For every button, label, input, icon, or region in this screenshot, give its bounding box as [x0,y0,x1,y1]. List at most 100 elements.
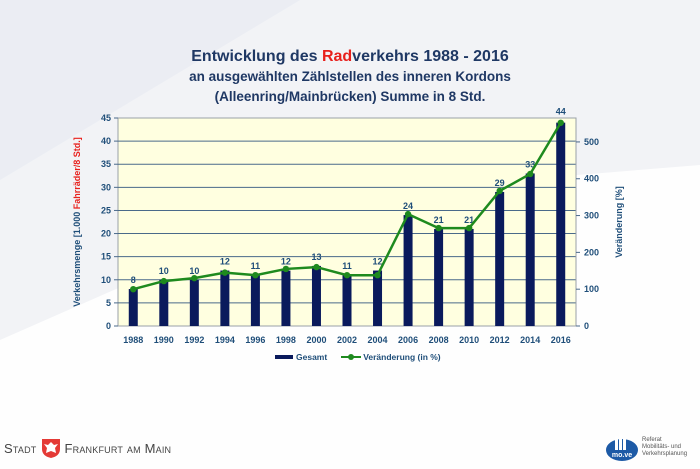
bar [128,289,138,326]
x-tick-label: 2012 [490,335,510,345]
y-left-tick-label: 10 [101,275,111,285]
y-left-tick-label: 0 [106,321,111,331]
change-point [435,224,442,232]
data-label: 44 [556,107,566,117]
change-point [465,224,473,232]
legend-bar-label: Gesamt [296,352,328,362]
bar [342,275,352,326]
data-label: 8 [131,275,136,285]
data-label: 10 [159,266,169,276]
data-label: 11 [342,261,352,271]
y-left-tick-label: 5 [106,298,111,308]
x-tick-label: 1988 [123,335,143,345]
data-label: 29 [495,178,505,188]
change-point [130,285,137,293]
bar [311,265,321,326]
y-right-tick-label: 0 [584,321,589,331]
title-line-3: (Alleenring/Mainbrücken) Summe in 8 Std. [214,89,486,104]
x-tick-label: 1996 [245,335,265,345]
y-left-tick-label: 15 [101,252,111,262]
change-point [343,271,351,279]
change-point [282,265,290,273]
move-caption-line: Verkehrsplanung [642,450,688,457]
change-point [557,119,564,126]
change-point [221,269,229,276]
data-label: 12 [220,257,230,267]
x-tick-label: 2008 [429,335,449,345]
move-caption-line: Referat [642,436,662,443]
legend-line-label: Veränderung (in %) [363,352,441,362]
legend-line-swatch [341,354,362,360]
title-line-1: Entwicklung des Radverkehrs 1988 - 2016 [0,47,700,67]
data-label: 13 [311,252,321,262]
bar [556,122,566,326]
change-point [313,263,320,271]
frankfurt-logo: Stadt Frankfurt am Main [4,436,171,460]
x-tick-label: 1994 [215,335,235,345]
data-label: 12 [373,257,383,267]
bar [281,270,291,326]
y-right-axis-title: Veränderung [%] [614,186,624,258]
data-label: 21 [434,215,444,225]
move-logo-icon: mo.ve [606,434,638,461]
x-tick-label: 2014 [520,335,540,345]
x-tick-label: 2002 [337,335,357,345]
footer-stadt: Stadt [4,440,37,456]
bar [250,275,260,326]
y-left-title-highlight: Fahrräder/8 Std.] [72,137,82,209]
y-left-tick-label: 45 [101,113,111,123]
x-tick-label: 2000 [306,335,326,345]
x-tick-label: 2010 [459,335,479,345]
bar [495,191,505,326]
bar [403,215,413,326]
change-point [191,274,198,282]
y-left-tick-label: 20 [101,229,111,239]
data-label: 11 [251,261,261,271]
data-label: 21 [464,215,474,225]
x-tick-label: 1990 [154,335,174,345]
y-right-tick-label: 100 [584,284,599,294]
title-text: Entwicklung des [191,48,322,65]
change-point [252,271,259,279]
x-tick-label: 2016 [551,335,571,345]
change-point [374,271,381,279]
legend-bar-swatch [275,355,293,359]
bar [434,228,444,326]
change-point [496,187,503,195]
change-point [160,277,167,285]
y-left-tick-label: 35 [101,159,111,169]
y-left-title-text: Verkehrsmenge [1.000 [72,209,82,307]
y-right-tick-label: 400 [584,174,599,184]
bar [220,270,230,326]
y-left-tick-label: 25 [101,205,111,215]
eagle-crest-icon [41,439,60,458]
move-logo: mo.ve Referat Mobilitäts- und Verkehrspl… [605,432,687,462]
data-label: 24 [403,201,413,211]
bar [189,279,199,326]
change-point [527,170,534,178]
move-caption-line: Mobilitäts- und [642,443,682,450]
move-caption: Referat Mobilitäts- und Verkehrsplanung [642,437,687,458]
chart-title: Entwicklung des Radverkehrs 1988 - 2016 … [0,47,700,107]
x-tick-label: 1992 [184,335,204,345]
data-label: 33 [525,159,535,169]
y-left-tick-label: 30 [101,182,111,192]
y-left-axis-title: Verkehrsmenge [1.000 Fahrräder/8 Std.] [72,137,82,307]
x-tick-label: 2006 [398,335,418,345]
y-right-tick-label: 300 [584,211,599,221]
move-logo-text: mo.ve [612,452,632,459]
bar [525,173,535,326]
bar [159,279,169,326]
bar [373,270,383,326]
title-highlight: Rad [321,48,353,65]
change-point [404,210,412,218]
data-label: 12 [281,257,291,267]
x-tick-label: 1998 [276,335,296,345]
title-line-2: an ausgewählten Zählstellen des inneren … [189,69,511,84]
y-right-tick-label: 200 [584,247,599,257]
y-left-tick-label: 40 [101,136,111,146]
y-right-tick-label: 500 [584,137,599,147]
title-text: verkehrs 1988 - 2016 [352,48,509,65]
x-tick-label: 2004 [368,335,388,345]
